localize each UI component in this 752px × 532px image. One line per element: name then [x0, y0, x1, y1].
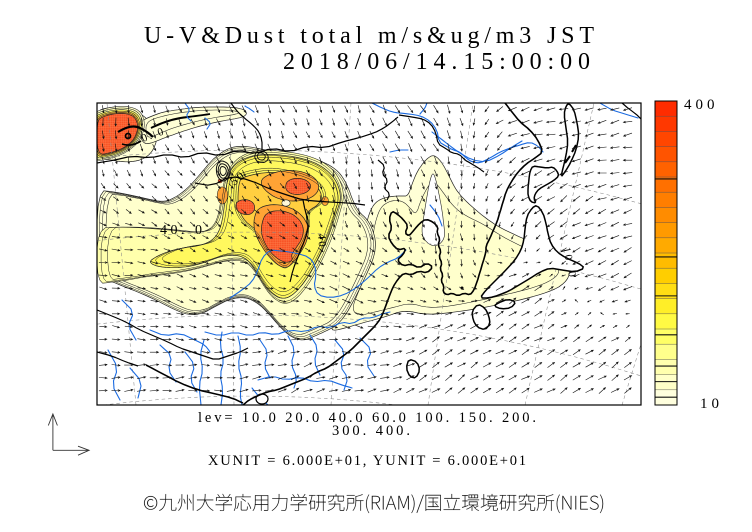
svg-text:lev= 10.0 20.0 40.0 60.0: lev= 10.0 20.0 40.0 60.0 100. 150. 200.	[198, 410, 536, 426]
svg-text:10: 10	[700, 396, 723, 412]
svg-text:U-V&Dust total m/s&ug/m3 JST: U-V&Dust total m/s&ug/m3 JST	[144, 23, 594, 49]
svg-text:400: 400	[684, 97, 719, 113]
svg-text:40: 40	[315, 233, 328, 249]
svg-text:300. 400.: 300. 400.	[332, 423, 410, 439]
svg-text:40. 0: 40. 0	[160, 223, 206, 238]
